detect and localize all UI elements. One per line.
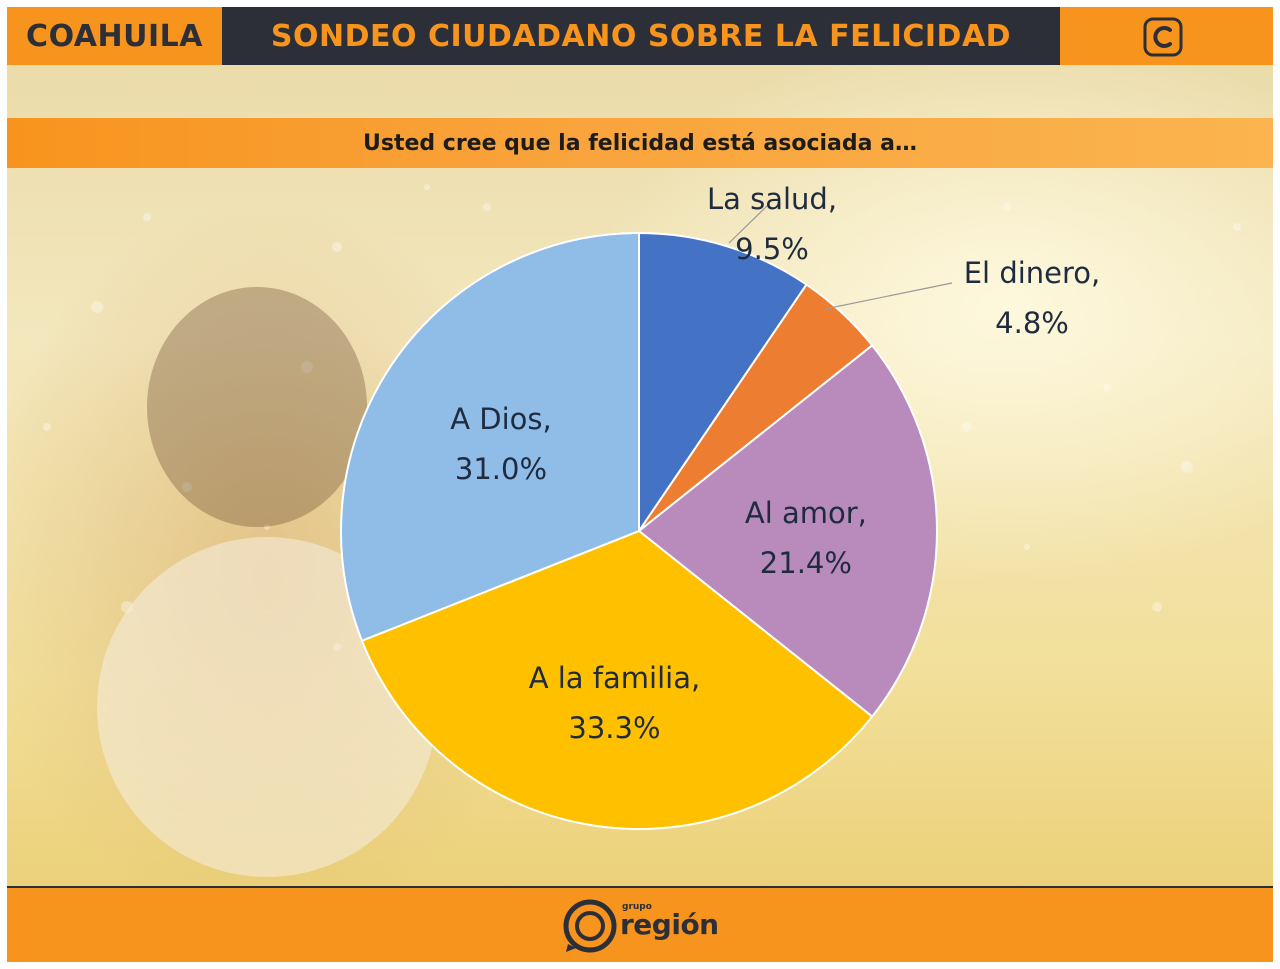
leader-line-la-salud — [728, 203, 770, 244]
pie-slice-al-amor — [637, 344, 938, 718]
pie-slice-a-la-familia — [360, 529, 874, 830]
slice-label-a-la-familia: A la familia, — [529, 661, 701, 695]
brand-small-text: grupo — [622, 902, 652, 912]
footer-bar: grupo región — [7, 886, 1273, 962]
c-logo-icon — [1143, 17, 1183, 57]
region-logo-icon — [563, 899, 617, 953]
slice-value-la-salud: 9.5% — [735, 232, 809, 266]
slice-label-el-dinero: El dinero, — [964, 256, 1101, 290]
question-band: Usted cree que la felicidad está asociad… — [7, 118, 1273, 168]
slide: COAHUILA SONDEO CIUDADANO SOBRE LA FELIC… — [7, 7, 1273, 962]
page-title: SONDEO CIUDADANO SOBRE LA FELICIDAD — [270, 18, 1012, 54]
slice-label-a-dios: A Dios, — [450, 402, 552, 436]
background-photo — [43, 122, 1241, 877]
leader-line-el-dinero — [824, 282, 953, 310]
pie-chart: La salud, 9.5% El dinero, 4.8% Al amor, 21.4%… — [340, 182, 1101, 830]
state-box: COAHUILA — [7, 7, 222, 65]
slice-value-a-dios: 31.0% — [455, 452, 547, 486]
slice-value-el-dinero: 4.8% — [995, 306, 1069, 340]
header-bar: COAHUILA SONDEO CIUDADANO SOBRE LA FELIC… — [7, 7, 1273, 65]
state-label: COAHUILA — [26, 18, 203, 54]
chart-question: Usted cree que la felicidad está asociad… — [362, 130, 917, 156]
pie-slice-la-salud — [638, 231, 808, 535]
brand-name: región — [620, 908, 719, 941]
slice-label-la-salud: La salud, — [707, 182, 837, 216]
pie-slice-a-dios — [340, 231, 640, 642]
slice-label-al-amor: Al amor, — [745, 496, 867, 530]
brand-logo: grupo región — [562, 896, 742, 956]
slice-value-a-la-familia: 33.3% — [568, 711, 660, 745]
slice-value-al-amor: 21.4% — [760, 546, 852, 580]
